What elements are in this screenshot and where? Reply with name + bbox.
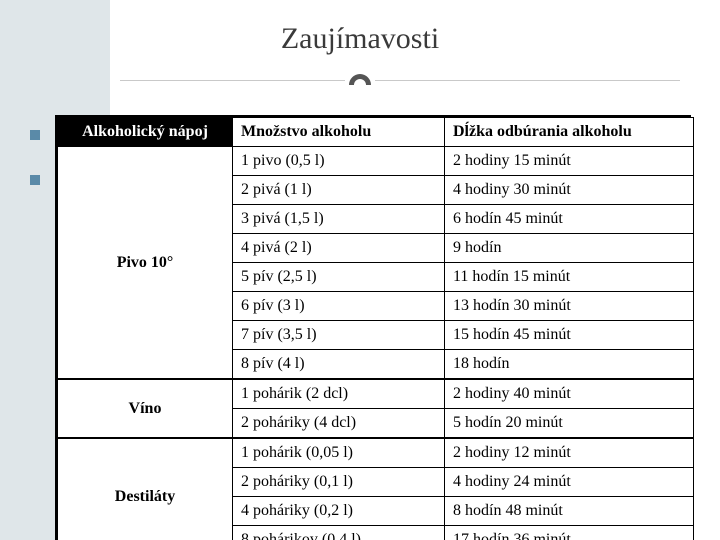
table-cell: 6 pív (3 l) <box>233 292 445 321</box>
table-cell: 5 hodín 20 minút <box>445 409 694 439</box>
group-cell: Destiláty <box>58 438 233 540</box>
group-cell: Víno <box>58 379 233 438</box>
title-ornament-icon <box>345 70 375 100</box>
table-cell: 2 hodiny 40 minút <box>445 379 694 409</box>
table-cell: 5 pív (2,5 l) <box>233 263 445 292</box>
table-cell: 2 hodiny 12 minút <box>445 438 694 468</box>
table-cell: 1 pohárik (2 dcl) <box>233 379 445 409</box>
page-title: Zaujímavosti <box>0 22 720 56</box>
col-header-amount: Množstvo alkoholu <box>233 118 445 147</box>
table-cell: 7 pív (3,5 l) <box>233 321 445 350</box>
table-cell: 15 hodín 45 minút <box>445 321 694 350</box>
table-cell: 4 hodiny 24 minút <box>445 468 694 497</box>
col-header-drink: Alkoholický nápoj <box>58 118 233 147</box>
table-cell: 1 pohárik (0,05 l) <box>233 438 445 468</box>
col-header-time: Dĺžka odbúrania alkoholu <box>445 118 694 147</box>
alcohol-table: Alkoholický nápoj Množstvo alkoholu Dĺžk… <box>55 115 691 540</box>
table-cell: 18 hodín <box>445 350 694 380</box>
table-cell: 4 pivá (2 l) <box>233 234 445 263</box>
table-cell: 6 hodín 45 minút <box>445 205 694 234</box>
table-cell: 8 pív (4 l) <box>233 350 445 380</box>
title-rule <box>120 80 680 81</box>
table-cell: 2 poháriky (4 dcl) <box>233 409 445 439</box>
table-cell: 13 hodín 30 minút <box>445 292 694 321</box>
table-row: Pivo 10°1 pivo (0,5 l)2 hodiny 15 minút <box>58 147 694 176</box>
group-cell: Pivo 10° <box>58 147 233 380</box>
table-cell: 4 hodiny 30 minút <box>445 176 694 205</box>
table-cell: 3 pivá (1,5 l) <box>233 205 445 234</box>
table-cell: 1 pivo (0,5 l) <box>233 147 445 176</box>
table-cell: 8 hodín 48 minút <box>445 497 694 526</box>
table-cell: 2 hodiny 15 minút <box>445 147 694 176</box>
table-cell: 2 pivá (1 l) <box>233 176 445 205</box>
table-cell: 17 hodín 36 minút <box>445 526 694 540</box>
table-cell: 11 hodín 15 minút <box>445 263 694 292</box>
table-cell: 4 poháriky (0,2 l) <box>233 497 445 526</box>
bullet-icon <box>30 130 40 140</box>
table-cell: 8 pohárikov (0,4 l) <box>233 526 445 540</box>
table-row: Víno1 pohárik (2 dcl)2 hodiny 40 minút <box>58 379 694 409</box>
table-cell: 9 hodín <box>445 234 694 263</box>
table-header-row: Alkoholický nápoj Množstvo alkoholu Dĺžk… <box>58 118 694 147</box>
table-cell: 2 poháriky (0,1 l) <box>233 468 445 497</box>
bullet-icon <box>30 175 40 185</box>
table-row: Destiláty1 pohárik (0,05 l)2 hodiny 12 m… <box>58 438 694 468</box>
